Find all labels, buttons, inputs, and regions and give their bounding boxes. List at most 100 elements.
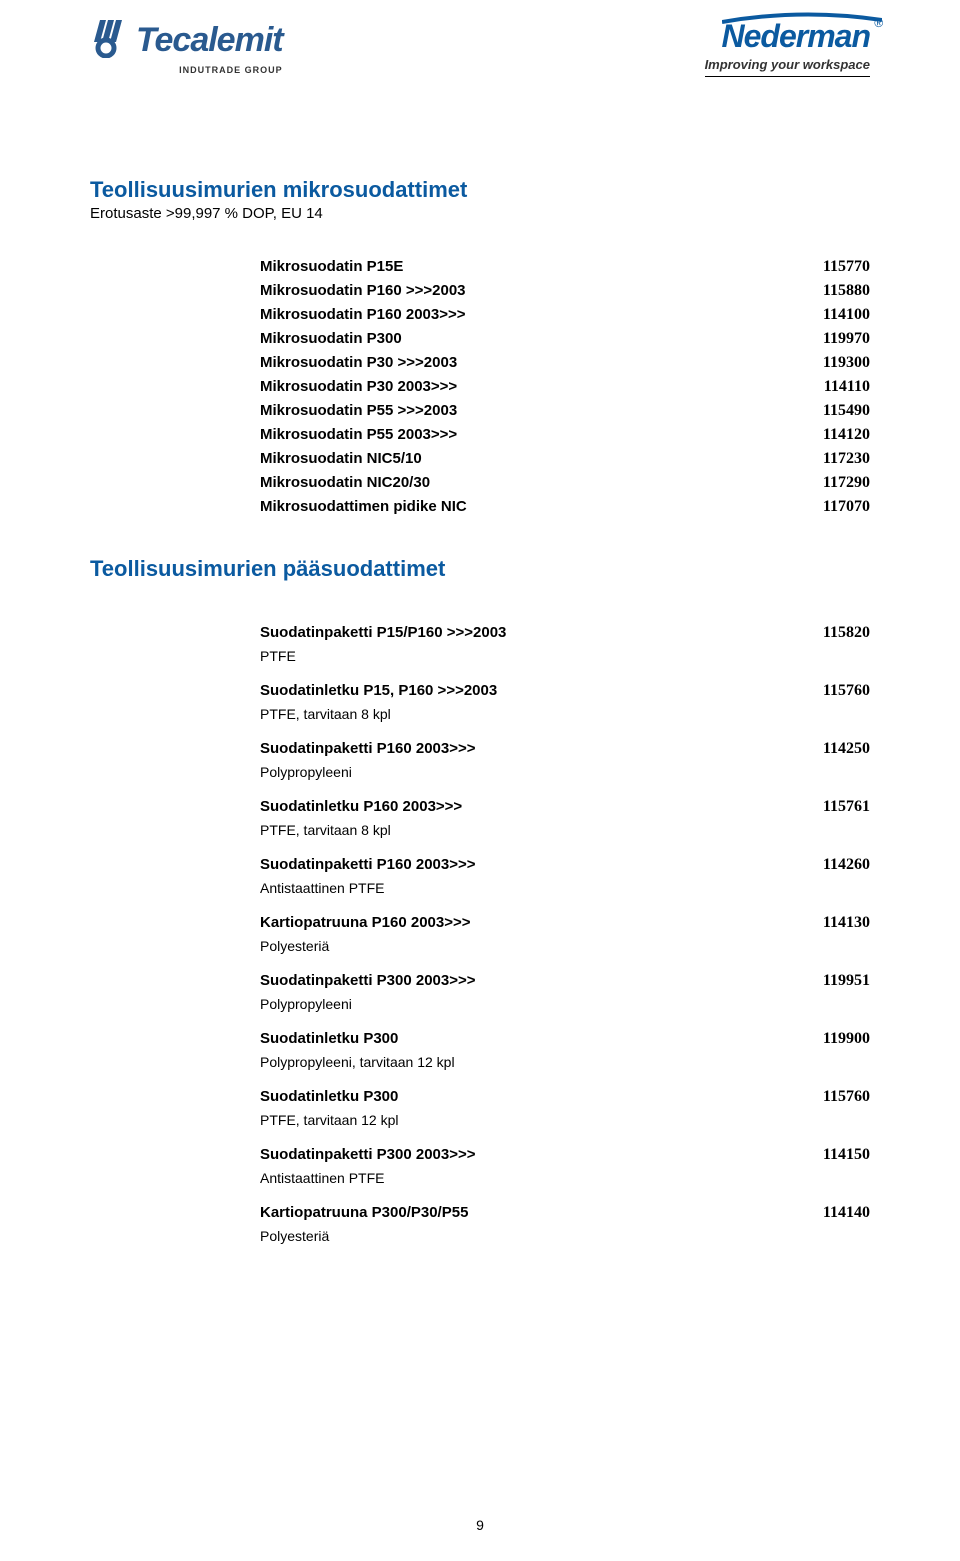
item-label: Mikrosuodatin P30 >>>2003 (260, 354, 457, 371)
tecalemit-logo-main: Tecalemit (90, 18, 283, 63)
item-row: Kartiopatruuna P300/P30/P55 114140 (260, 1204, 870, 1222)
spacer (90, 522, 870, 556)
item-code: 119900 (800, 1030, 870, 1048)
list-item: Mikrosuodatin P55 >>>2003 115490 (260, 402, 870, 420)
item-label: Mikrosuodatin P300 (260, 330, 402, 347)
item-label: Suodatinpaketti P15/P160 >>>2003 (260, 624, 506, 641)
section1-title: Teollisuusimurien mikrosuodattimet (90, 177, 870, 203)
item-label: Suodatinletku P300 (260, 1088, 398, 1105)
nederman-tagline: Improving your workspace (705, 57, 870, 72)
item-label: Mikrosuodatin P160 2003>>> (260, 306, 466, 323)
item-row: Suodatinpaketti P300 2003>>> 114150 (260, 1146, 870, 1164)
item-detail: Antistaattinen PTFE (260, 1170, 870, 1186)
list-item: Mikrosuodatin P15E 115770 (260, 258, 870, 276)
item-detail: PTFE, tarvitaan 8 kpl (260, 706, 870, 722)
item-row: Suodatinletku P160 2003>>> 115761 (260, 798, 870, 816)
page: Tecalemit INDUTRADE GROUP Nederman ® Imp… (0, 0, 960, 1561)
item-row: Suodatinpaketti P160 2003>>> 114260 (260, 856, 870, 874)
item-label: Suodatinpaketti P160 2003>>> (260, 740, 476, 757)
item-row: Suodatinletku P300115760 (260, 1088, 870, 1106)
item-label: Mikrosuodatin P55 2003>>> (260, 426, 457, 443)
item-label: Mikrosuodatin P160 >>>2003 (260, 282, 466, 299)
section-mikrosuodattimet: Teollisuusimurien mikrosuodattimet Erotu… (90, 177, 870, 516)
section2-listing: Suodatinpaketti P15/P160 >>>2003 115820 PT… (260, 624, 870, 1244)
list-item: Suodatinpaketti P15/P160 >>>2003 115820 PT… (260, 624, 870, 664)
item-code: 114250 (800, 740, 870, 758)
item-code: 115761 (800, 798, 870, 816)
section1-subtitle: Erotusaste >99,997 % DOP, EU 14 (90, 205, 870, 222)
list-item: Suodatinletku P300115760 PTFE, tarvitaan … (260, 1088, 870, 1128)
item-label: Mikrosuodatin P15E (260, 258, 403, 275)
item-code: 115880 (800, 282, 870, 300)
list-item: Mikrosuodatin NIC5/10 117230 (260, 450, 870, 468)
item-code: 114110 (800, 378, 870, 396)
item-code: 115760 (800, 682, 870, 700)
item-detail: Antistaattinen PTFE (260, 880, 870, 896)
item-row: Suodatinletku P300 119900 (260, 1030, 870, 1048)
item-code: 117230 (800, 450, 870, 468)
tecalemit-logo-text: Tecalemit (136, 21, 283, 60)
list-item: Kartiopatruuna P300/P30/P55 114140 Polyest… (260, 1204, 870, 1244)
list-item: Suodatinpaketti P160 2003>>> 114260 Antist… (260, 856, 870, 896)
list-item: Mikrosuodatin P30 2003>>> 114110 (260, 378, 870, 396)
item-code: 114140 (800, 1204, 870, 1222)
list-item: Mikrosuodatin P300 119970 (260, 330, 870, 348)
tecalemit-logo-sub: INDUTRADE GROUP (90, 65, 283, 75)
item-row: Kartiopatruuna P160 2003>>> 114130 (260, 914, 870, 932)
item-code: 117290 (800, 474, 870, 492)
item-label: Mikrosuodatin NIC20/30 (260, 474, 430, 491)
section1-listing: Mikrosuodatin P15E115770Mikrosuodatin P1… (260, 258, 870, 516)
item-code: 114100 (800, 306, 870, 324)
list-item: Suodatinletku P160 2003>>>115761PTFE, ta… (260, 798, 870, 838)
nederman-logo: Nederman ® Improving your workspace (705, 18, 870, 77)
item-row: Suodatinpaketti P160 2003>>> 114250 (260, 740, 870, 758)
item-label: Suodatinletku P160 2003>>> (260, 798, 462, 815)
list-item: Suodatinpaketti P300 2003>>> 114150 Antist… (260, 1146, 870, 1186)
item-detail: Polypropyleeni (260, 764, 870, 780)
item-detail: PTFE, tarvitaan 12 kpl (260, 1112, 870, 1128)
item-row: Suodatinletku P15, P160 >>>2003 115760 (260, 682, 870, 700)
item-label: Mikrosuodatin P55 >>>2003 (260, 402, 457, 419)
list-item: Mikrosuodatin P55 2003>>>114120 (260, 426, 870, 444)
item-detail: Polypropyleeni (260, 996, 870, 1012)
list-item: Mikrosuodatin P160 2003>>> 114100 (260, 306, 870, 324)
tecalemit-mark-icon (90, 18, 130, 63)
item-code: 115490 (800, 402, 870, 420)
item-code: 114150 (800, 1146, 870, 1164)
list-item: Mikrosuodatin P30 >>>2003119300 (260, 354, 870, 372)
item-row: Suodatinpaketti P15/P160 >>>2003 115820 (260, 624, 870, 642)
header: Tecalemit INDUTRADE GROUP Nederman ® Imp… (90, 18, 870, 77)
item-label: Suodatinletku P15, P160 >>>2003 (260, 682, 497, 699)
item-label: Suodatinletku P300 (260, 1030, 398, 1047)
item-label: Mikrosuodattimen pidike NIC (260, 498, 467, 515)
header-divider (705, 76, 870, 77)
nederman-swoosh-icon (722, 12, 882, 24)
item-detail: Polyesteriä (260, 938, 870, 954)
item-code: 119970 (800, 330, 870, 348)
item-row: Suodatinpaketti P300 2003>>>119951 (260, 972, 870, 990)
section2-title: Teollisuusimurien pääsuodattimet (90, 556, 870, 582)
item-label: Kartiopatruuna P160 2003>>> (260, 914, 471, 931)
nederman-logo-text: Nederman ® (722, 18, 871, 55)
item-label: Suodatinpaketti P300 2003>>> (260, 1146, 476, 1163)
item-label: Suodatinpaketti P160 2003>>> (260, 856, 476, 873)
item-code: 115820 (800, 624, 870, 642)
item-code: 115770 (800, 258, 870, 276)
list-item: Mikrosuodatin P160 >>>2003 115880 (260, 282, 870, 300)
item-code: 114260 (800, 856, 870, 874)
list-item: Mikrosuodattimen pidike NIC117070 (260, 498, 870, 516)
item-label: Mikrosuodatin P30 2003>>> (260, 378, 457, 395)
item-label: Kartiopatruuna P300/P30/P55 (260, 1204, 468, 1221)
list-item: Kartiopatruuna P160 2003>>> 114130 Polyest… (260, 914, 870, 954)
item-detail: PTFE (260, 648, 870, 664)
tecalemit-logo: Tecalemit INDUTRADE GROUP (90, 18, 283, 75)
list-item: Suodatinpaketti P160 2003>>> 114250 Polypr… (260, 740, 870, 780)
item-label: Suodatinpaketti P300 2003>>> (260, 972, 476, 989)
list-item: Suodatinletku P300 119900 Polypropyleeni, … (260, 1030, 870, 1070)
item-detail: Polyesteriä (260, 1228, 870, 1244)
list-item: Suodatinletku P15, P160 >>>2003 115760 PTF… (260, 682, 870, 722)
item-detail: Polypropyleeni, tarvitaan 12 kpl (260, 1054, 870, 1070)
item-code: 114130 (800, 914, 870, 932)
item-label: Mikrosuodatin NIC5/10 (260, 450, 422, 467)
section-paasuodattimet: Teollisuusimurien pääsuodattimet Suodati… (90, 556, 870, 1244)
